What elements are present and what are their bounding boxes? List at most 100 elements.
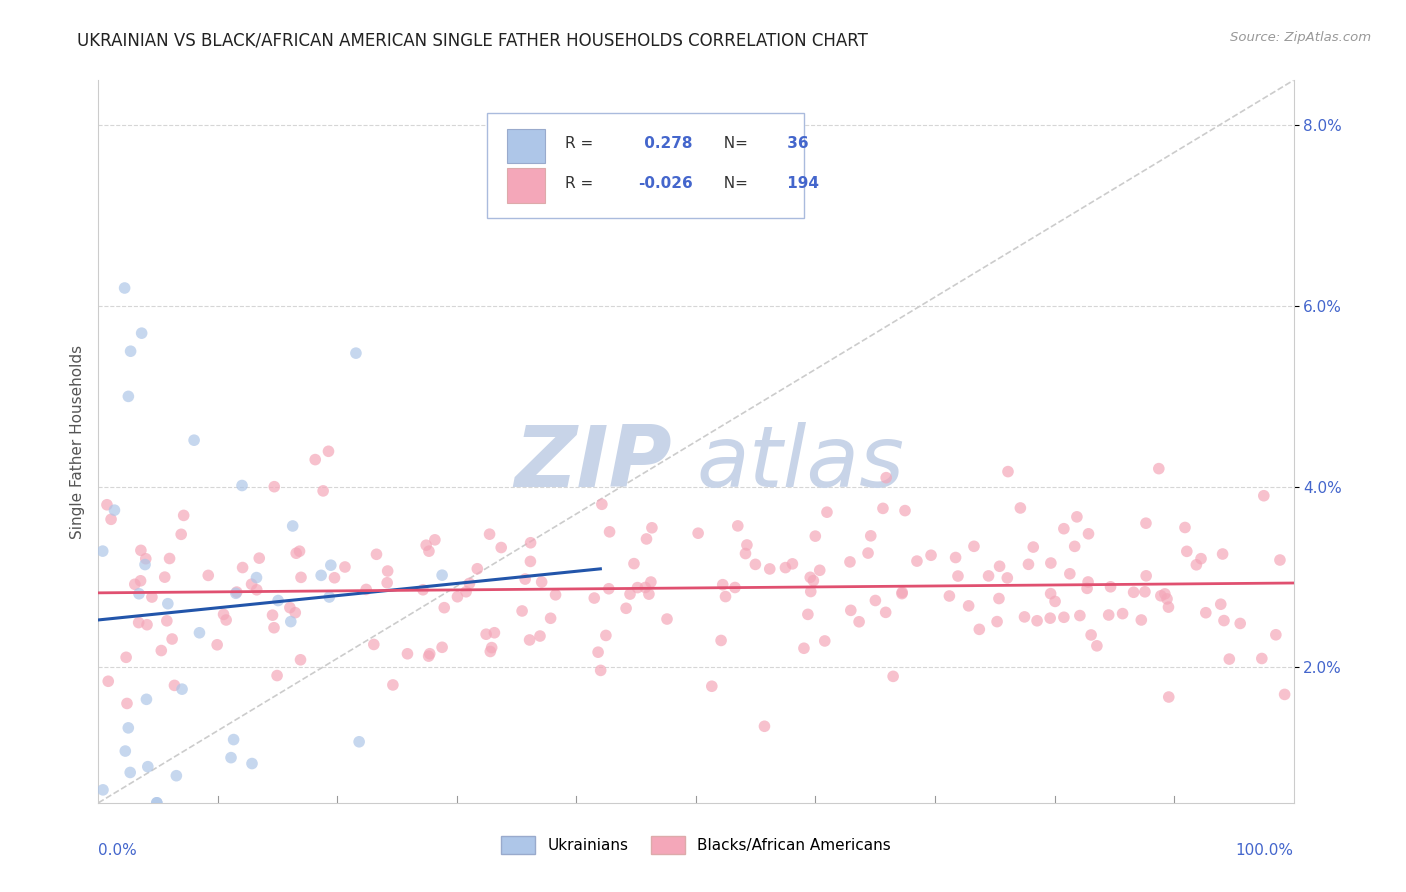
Point <box>156 614 179 628</box>
Point <box>1157 690 1180 704</box>
Point <box>419 647 441 661</box>
Point <box>312 483 335 498</box>
Point <box>1077 526 1099 541</box>
Text: Source: ZipAtlas.com: Source: ZipAtlas.com <box>1230 31 1371 45</box>
Point <box>1014 610 1036 624</box>
Point <box>1099 580 1122 594</box>
Point <box>519 632 541 647</box>
Point <box>1153 587 1175 601</box>
Point <box>205 638 228 652</box>
Point <box>188 625 211 640</box>
Point <box>1010 500 1032 515</box>
Point <box>519 554 541 568</box>
Point <box>1195 606 1218 620</box>
Point <box>128 587 150 601</box>
Point <box>263 621 285 635</box>
Point <box>963 539 986 553</box>
Point <box>1218 652 1240 666</box>
Point <box>626 581 648 595</box>
Point <box>1185 558 1208 572</box>
Point <box>1212 547 1234 561</box>
Point <box>1229 616 1251 631</box>
Point <box>183 433 205 447</box>
Point <box>1157 600 1180 615</box>
Point <box>309 568 332 582</box>
Text: N=: N= <box>714 136 752 152</box>
Point <box>240 577 263 591</box>
Point <box>412 582 434 597</box>
Point <box>1098 607 1121 622</box>
Point <box>882 669 904 683</box>
Point <box>150 643 173 657</box>
Point <box>128 615 150 630</box>
Point <box>1135 569 1157 583</box>
Point <box>946 569 969 583</box>
Point <box>354 582 377 597</box>
Point <box>848 615 870 629</box>
Point <box>977 569 1000 583</box>
Text: 194: 194 <box>782 176 820 191</box>
Point <box>839 603 862 617</box>
Point <box>859 529 882 543</box>
Point <box>891 587 914 601</box>
Text: N=: N= <box>714 176 752 191</box>
Point <box>1174 520 1197 534</box>
Point <box>530 574 553 589</box>
Point <box>700 679 723 693</box>
Point <box>267 593 290 607</box>
Point <box>262 608 284 623</box>
Point <box>793 641 815 656</box>
Point <box>103 503 125 517</box>
Point <box>131 326 153 340</box>
Point <box>754 719 776 733</box>
Point <box>120 344 142 359</box>
Point <box>800 584 823 599</box>
Point <box>1189 551 1212 566</box>
Point <box>1175 544 1198 558</box>
Point <box>598 582 620 596</box>
Point <box>458 576 481 591</box>
Point <box>1053 610 1076 624</box>
Point <box>803 574 825 588</box>
Point <box>263 480 285 494</box>
Point <box>586 645 609 659</box>
Point <box>744 558 766 572</box>
Point <box>1268 553 1291 567</box>
Point <box>614 601 637 615</box>
Legend: Ukrainians, Blacks/African Americans: Ukrainians, Blacks/African Americans <box>495 830 897 860</box>
Point <box>173 508 195 523</box>
Point <box>1147 461 1170 475</box>
Point <box>266 668 288 682</box>
Point <box>430 640 453 655</box>
Point <box>515 572 537 586</box>
Point <box>153 570 176 584</box>
Point <box>115 650 138 665</box>
Point <box>987 591 1010 606</box>
Point <box>91 544 114 558</box>
Point <box>808 563 831 577</box>
Point <box>938 589 960 603</box>
Point <box>163 678 186 692</box>
Point <box>1039 556 1062 570</box>
Point <box>124 577 146 591</box>
Point <box>775 560 797 574</box>
Point <box>159 551 181 566</box>
Point <box>920 548 942 562</box>
Point <box>872 501 894 516</box>
Point <box>245 571 267 585</box>
Point <box>1122 585 1144 599</box>
Point <box>129 574 152 588</box>
Point <box>135 692 157 706</box>
Point <box>1150 589 1173 603</box>
Point <box>281 519 304 533</box>
Point <box>170 682 193 697</box>
Point <box>415 538 437 552</box>
Point <box>215 613 238 627</box>
Point <box>540 611 562 625</box>
Point <box>1111 607 1133 621</box>
Point <box>347 735 370 749</box>
Point <box>905 554 928 568</box>
Point <box>957 599 980 613</box>
Point <box>423 533 446 547</box>
Point <box>117 721 139 735</box>
